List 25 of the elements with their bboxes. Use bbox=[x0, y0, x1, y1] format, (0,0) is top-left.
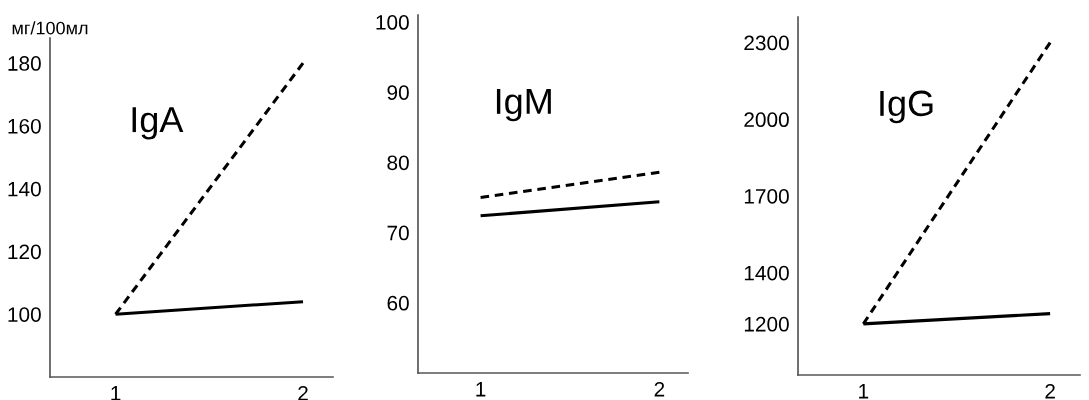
y-tick-label: 120 bbox=[8, 244, 41, 260]
x-tick-label: 2 bbox=[1045, 383, 1055, 399]
x-tick-label: 1 bbox=[859, 384, 869, 399]
text: IgM bbox=[496, 88, 551, 122]
y-tick-label: 180 bbox=[8, 56, 41, 71]
x-tick-label: 2 bbox=[654, 381, 665, 397]
y-tick-label: 90 bbox=[387, 85, 409, 100]
text: IgA bbox=[132, 107, 184, 140]
y-tick-label: 1700 bbox=[744, 189, 789, 204]
y-tick-label: 60 bbox=[387, 295, 409, 311]
y-tick-label: 2000 bbox=[744, 112, 789, 128]
y-axis-title: мг/100мл bbox=[12, 21, 88, 35]
y-tick-label: 160 bbox=[8, 118, 41, 134]
text: IgG bbox=[880, 90, 933, 124]
x-tick-label: 1 bbox=[111, 386, 121, 400]
y-tick-label: 70 bbox=[387, 225, 409, 241]
y-tick-label: 100 bbox=[8, 307, 41, 322]
x-tick-label: 2 bbox=[298, 385, 308, 400]
x-tick-label: 1 bbox=[476, 382, 486, 397]
y-tick-label: 1400 bbox=[744, 265, 789, 281]
y-tick-label: 2300 bbox=[744, 35, 789, 51]
y-tick-label: 1200 bbox=[744, 316, 789, 332]
y-tick-label: 80 bbox=[387, 155, 409, 171]
y-tick-label: 100 bbox=[376, 15, 409, 30]
y-tick-label: 140 bbox=[8, 181, 41, 197]
